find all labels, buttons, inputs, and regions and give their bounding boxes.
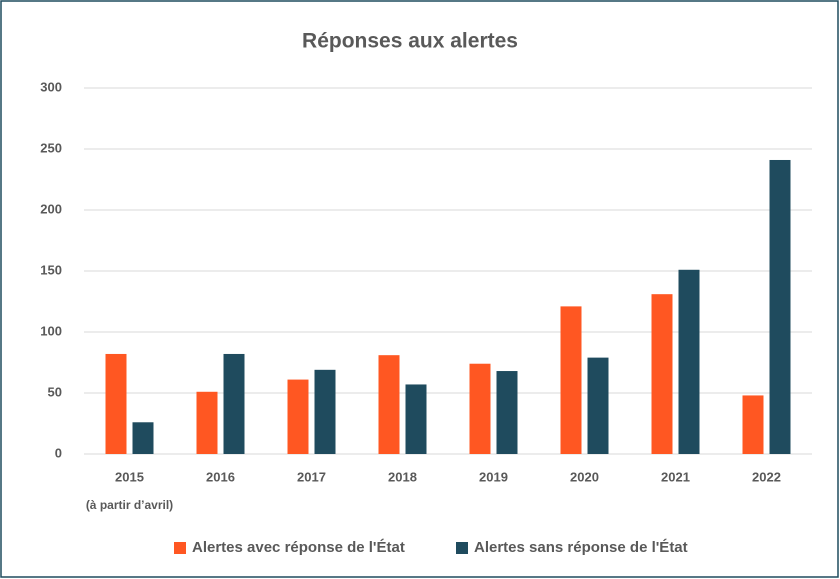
y-tick-label: 250 [40,140,62,155]
y-tick-label: 300 [40,79,62,94]
bar [469,363,491,454]
bar [132,422,154,454]
x-tick-label: 2022 [752,469,781,484]
bar [105,353,127,454]
chart-title: Réponses aux alertes [302,30,518,53]
bar [496,371,518,454]
bar [651,294,673,454]
x-tick-label: 2019 [479,469,508,484]
y-tick-label: 0 [55,445,62,460]
bar [742,395,764,454]
y-tick-label: 200 [40,201,62,216]
legend-swatch [174,542,186,554]
x-tick-label: 2021 [661,469,690,484]
x-tick-label: 2020 [570,469,599,484]
y-tick-label: 50 [48,384,62,399]
bar [560,306,582,454]
y-tick-label: 150 [40,262,62,277]
legend-swatch [456,542,468,554]
bar [378,355,400,454]
bar [405,384,427,454]
legend-label: Alertes avec réponse de l'État [192,539,405,556]
legend-label: Alertes sans réponse de l'État [474,539,688,556]
x-tick-label: 2017 [297,469,326,484]
bar [587,357,609,454]
bar [287,379,309,454]
bar [678,269,700,454]
bar [769,159,791,455]
y-tick-label: 100 [40,323,62,338]
x-tick-label: 2018 [388,469,417,484]
bar [223,353,245,454]
bar [314,369,336,454]
x-tick-annotation: (à partir d’avril) [86,498,173,512]
bar [196,391,218,454]
x-tick-label: 2015 [115,469,144,484]
x-tick-label: 2016 [206,469,235,484]
